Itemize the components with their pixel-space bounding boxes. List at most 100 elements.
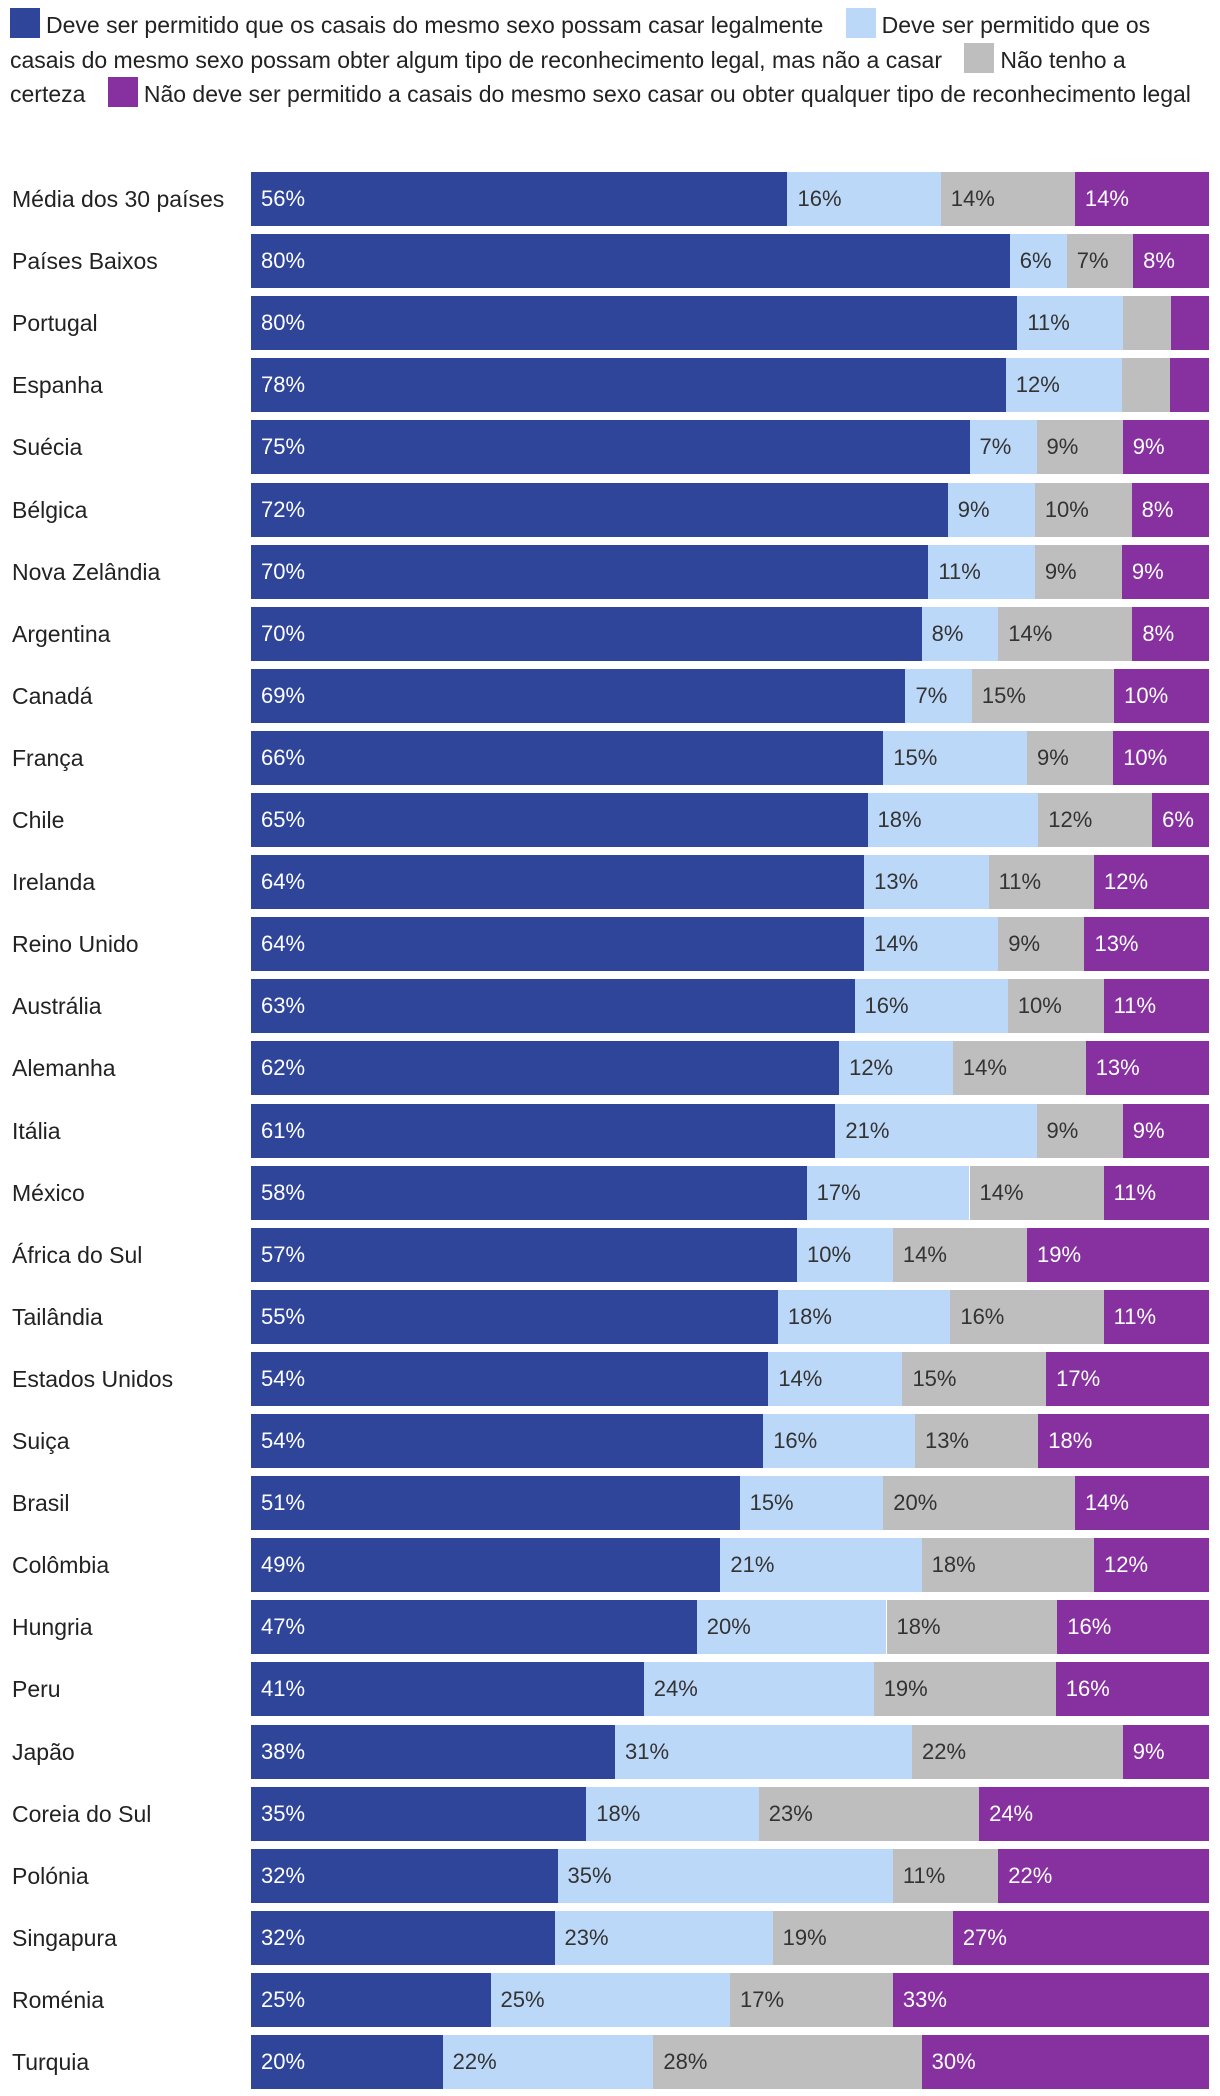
data-label: 41% (261, 1676, 306, 1702)
bar-segment-series-3: 28% (653, 2035, 922, 2089)
data-label: 58% (261, 1179, 306, 1205)
bar-segment-series-1: 80% (251, 296, 1018, 351)
data-label: 16% (797, 186, 842, 211)
bar-segment-series-3 (1121, 358, 1171, 413)
data-label: 54% (261, 1365, 306, 1391)
data-label: 12% (1015, 372, 1060, 398)
data-label: 10% (1044, 496, 1089, 522)
bar-segment-series-4: 12% (1094, 855, 1209, 910)
category-label: Argentina (12, 620, 111, 647)
category-label: África do Sul (12, 1241, 143, 1268)
data-label: 11% (1113, 993, 1157, 1019)
category-label: Países Baixos (12, 248, 158, 275)
data-label: 17% (740, 1986, 785, 2012)
data-label: 8% (931, 620, 964, 646)
bar-segment-series-3: 20% (883, 1476, 1075, 1531)
chart-legend: Deve ser permitido que os casais do mesm… (10, 8, 1210, 112)
bar-segment-series-3: 14% (940, 172, 1075, 226)
bar-segment-series-2: 18% (867, 793, 1039, 847)
data-label: 13% (1094, 931, 1139, 957)
category-label: Tailândia (12, 1303, 103, 1330)
category-label: Portugal (12, 310, 98, 337)
bar-segment-series-1: 25% (251, 1972, 491, 2027)
bar-segment-series-2: 15% (739, 1476, 884, 1531)
bar-segment-series-1: 61% (251, 1103, 836, 1158)
data-label: 13% (1095, 1055, 1140, 1081)
category-label: Média dos 30 países (12, 186, 225, 212)
data-label: 30% (931, 2049, 976, 2074)
data-label: 70% (261, 620, 306, 646)
bar-segment-series-2: 23% (554, 1910, 773, 1965)
bar-segment-series-2: 8% (921, 606, 999, 661)
data-label: 19% (883, 1676, 928, 1702)
data-label: 10% (807, 1241, 852, 1267)
category-label: Singapura (12, 1924, 117, 1951)
data-label: 10% (1124, 682, 1169, 708)
data-label: 14% (778, 1365, 823, 1391)
bar-segment-series-1: 78% (251, 358, 1006, 413)
data-label: 22% (452, 2049, 497, 2074)
bar-segment-series-4: 11% (1103, 1289, 1209, 1344)
bar-segment-series-2: 7% (905, 668, 972, 723)
data-label: 38% (261, 1738, 306, 1764)
category-label: França (12, 744, 84, 771)
data-label: 18% (1048, 1428, 1093, 1453)
data-label: 65% (261, 807, 306, 832)
data-label: 17% (1056, 1365, 1101, 1391)
bar-segment-series-2: 9% (947, 482, 1035, 537)
category-label: Hungria (12, 1614, 93, 1641)
bar-segment-series-2: 15% (883, 730, 1027, 785)
bar-segment-series-2: 24% (643, 1662, 874, 1717)
bar-segment-series-1: 20% (251, 2035, 443, 2089)
category-label: Nova Zelândia (12, 558, 161, 585)
bar-segment-series-1: 54% (251, 1351, 769, 1406)
bar-segment-series-4: 9% (1121, 544, 1209, 599)
category-label: Brasil (12, 1490, 70, 1517)
data-label: 8% (1141, 496, 1174, 522)
legend-item-1: Deve ser permitido que os casais do mesm… (10, 8, 839, 38)
bar-segment-series-1: 70% (251, 544, 929, 599)
data-label: 7% (915, 682, 948, 708)
data-label: 16% (960, 1303, 1005, 1329)
bar-segment-series-1: 41% (251, 1662, 644, 1717)
data-label: 22% (1008, 1862, 1053, 1888)
bar-segment-series-4: 11% (1103, 979, 1209, 1034)
data-label: 21% (845, 1117, 890, 1143)
bar-segment-series-2: 14% (864, 917, 999, 972)
data-label: 56% (261, 186, 306, 211)
bar-segment-series-1: 32% (251, 1910, 555, 1965)
data-label: 13% (924, 1428, 969, 1453)
bar-segment-series-4: 6% (1152, 793, 1209, 847)
data-label: 35% (261, 1800, 306, 1826)
data-label: 14% (1008, 620, 1053, 646)
bar-segment-series-2: 22% (442, 2035, 654, 2089)
data-label: 9% (1046, 1117, 1079, 1143)
bar-segment-series-2: 7% (969, 420, 1037, 475)
data-label: 14% (962, 1055, 1007, 1081)
bar-segment-series-4 (1170, 358, 1209, 413)
data-label: 9% (1046, 434, 1079, 460)
data-label: 19% (1036, 1241, 1082, 1267)
bar-segment-series-4: 18% (1038, 1414, 1209, 1468)
data-label: 14% (950, 186, 995, 211)
bar-segment-series-4: 8% (1131, 482, 1209, 537)
bar-segment-series-2: 12% (1005, 358, 1122, 413)
category-label: Peru (12, 1676, 61, 1703)
bar-segment-series-2: 11% (928, 544, 1035, 599)
data-label: 61% (261, 1117, 306, 1143)
data-label: 14% (902, 1241, 947, 1267)
bar-segment-series-4: 8% (1133, 234, 1209, 289)
bar-segment-series-3: 14% (952, 1041, 1086, 1096)
bar-segment-series-2: 10% (797, 1227, 893, 1282)
bar-segment-series-2: 20% (696, 1600, 887, 1655)
data-label: 18% (877, 807, 922, 832)
bar-segment-series-3: 17% (730, 1972, 893, 2027)
data-label: 32% (261, 1862, 306, 1888)
data-label: 16% (1067, 1614, 1112, 1640)
bar-segment-series-4: 22% (998, 1848, 1209, 1903)
data-label: 55% (261, 1303, 306, 1329)
data-label: 18% (787, 1303, 832, 1329)
bar-segment-series-1: 38% (251, 1724, 616, 1779)
bar-segment-series-3: 11% (892, 1848, 999, 1903)
data-label: 14% (1084, 186, 1129, 211)
